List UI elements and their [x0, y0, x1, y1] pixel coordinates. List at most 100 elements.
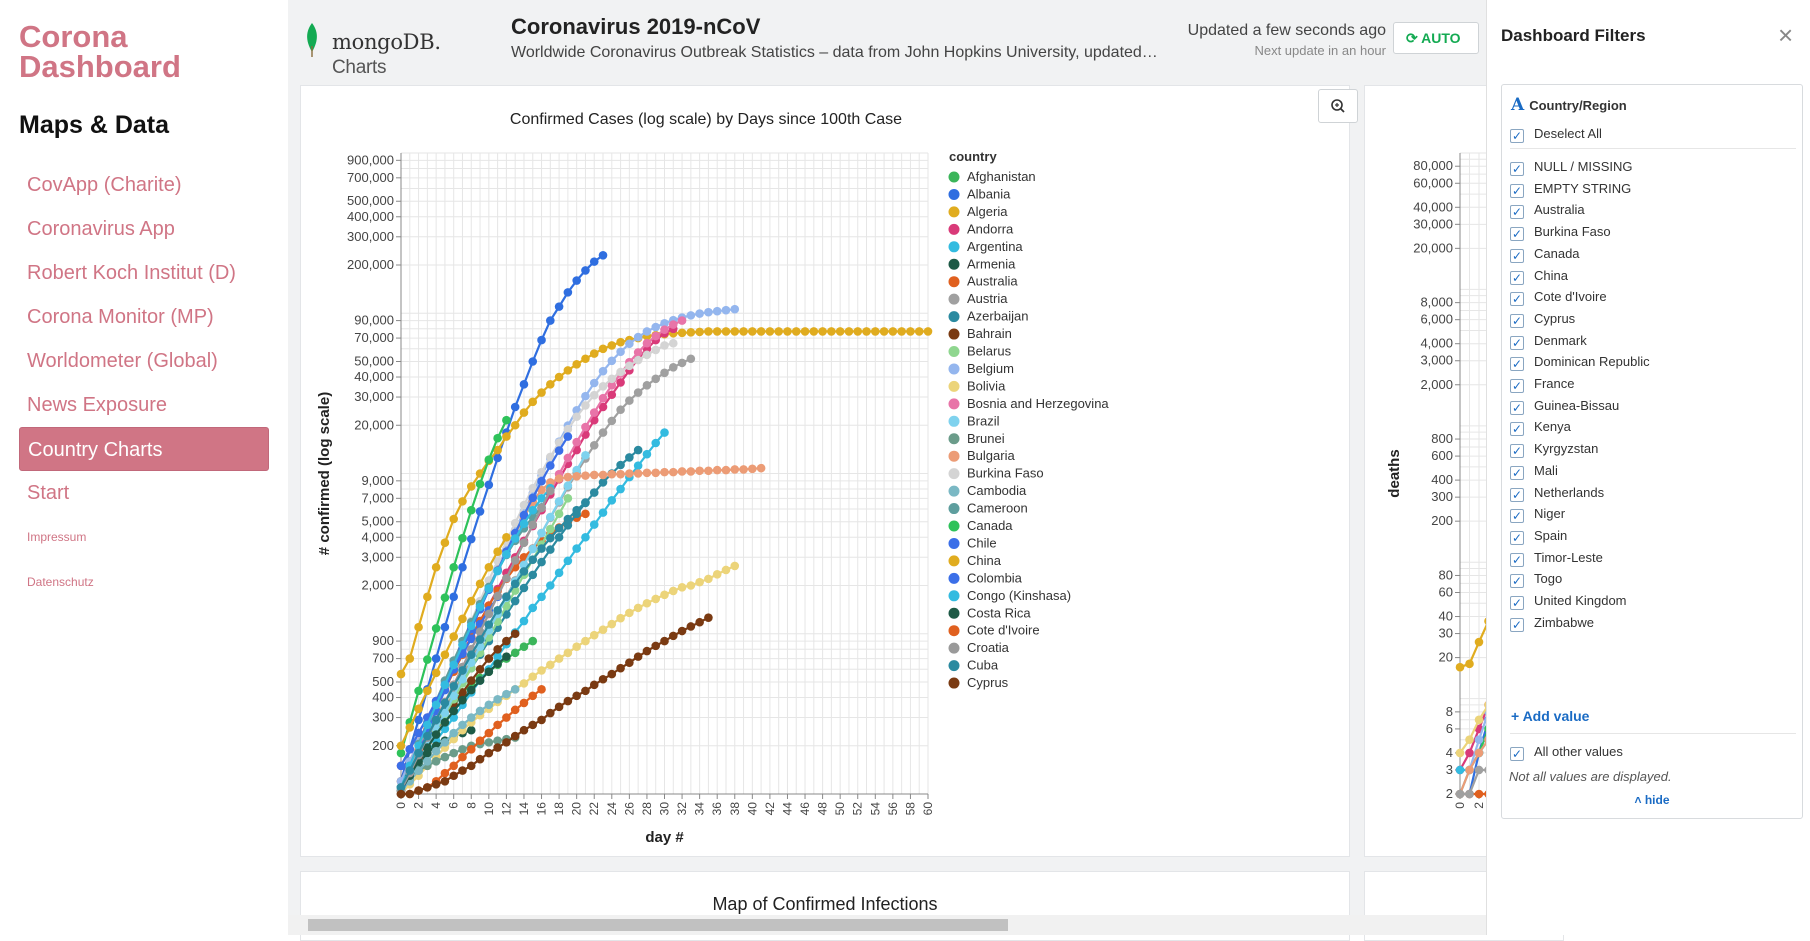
filter-value-checkbox[interactable]: ✓ EMPTY STRING: [1510, 178, 1631, 200]
data-point: [510, 556, 520, 565]
legend-item-albania: Albania: [967, 186, 1011, 201]
filter-value-checkbox[interactable]: ✓ Timor-Leste: [1510, 547, 1603, 569]
x-tick-label: 56: [886, 802, 900, 816]
data-point: [493, 556, 502, 566]
filter-value-checkbox[interactable]: ✓ China: [1510, 265, 1568, 287]
divider: [1510, 733, 1796, 734]
filter-value-checkbox[interactable]: ✓ Zimbabwe: [1510, 612, 1594, 634]
data-point: [475, 507, 485, 516]
data-point: [414, 728, 423, 738]
data-point: [502, 652, 511, 661]
checkbox-icon: ✓: [1510, 357, 1524, 372]
nav-item-impressum[interactable]: Impressum: [27, 530, 87, 544]
deselect-all-checkbox[interactable]: ✓ Deselect All: [1510, 123, 1602, 145]
data-point: [563, 696, 573, 706]
filter-value-checkbox[interactable]: ✓ France: [1510, 373, 1574, 395]
data-point: [581, 391, 590, 401]
add-value-button[interactable]: + Add value: [1511, 708, 1589, 724]
data-point: [519, 519, 529, 529]
checkbox-icon: ✓: [1510, 444, 1524, 459]
nav-item-coronavirus-app[interactable]: Coronavirus App: [27, 218, 175, 240]
data-point: [458, 614, 467, 624]
data-point: [396, 789, 406, 799]
data-point: [537, 544, 546, 553]
data-point: [502, 432, 511, 441]
y-tick-label: 8: [1446, 704, 1453, 719]
data-point: [440, 650, 450, 660]
data-point: [616, 405, 625, 415]
data-point: [449, 514, 458, 524]
filter-value-checkbox[interactable]: ✓ Netherlands: [1510, 482, 1604, 504]
data-point: [537, 335, 546, 345]
filter-value-label: Cote d'Ivoire: [1534, 289, 1607, 305]
filter-value-checkbox[interactable]: ✓ Australia: [1510, 199, 1585, 221]
data-point: [572, 472, 581, 481]
data-point: [677, 467, 687, 476]
filter-value-checkbox[interactable]: ✓ Kyrgyzstan: [1510, 438, 1598, 460]
checkbox-icon: ✓: [1510, 379, 1524, 393]
filter-value-checkbox[interactable]: ✓ Togo: [1510, 568, 1562, 590]
data-point: [686, 354, 696, 364]
data-point: [677, 626, 687, 636]
data-point: [440, 777, 450, 786]
legend-swatch: [948, 642, 960, 654]
auto-refresh-button[interactable]: ⟳ AUTO: [1393, 22, 1479, 54]
data-point: [528, 483, 538, 493]
nav-item-datenschutz[interactable]: Datenschutz: [27, 575, 94, 589]
data-point: [835, 327, 845, 336]
data-point: [633, 348, 643, 357]
horizontal-scrollbar[interactable]: [288, 915, 1759, 935]
data-point: [554, 446, 564, 455]
filter-value-checkbox[interactable]: ✓ Dominican Republic: [1510, 351, 1650, 373]
updated-text: Updated a few seconds ago: [1187, 22, 1386, 39]
nav-item-start[interactable]: Start: [27, 482, 70, 504]
filter-value-checkbox[interactable]: ✓ Burkina Faso: [1510, 221, 1611, 243]
brand-title[interactable]: Corona Dashboard: [19, 19, 181, 84]
all-other-values-checkbox[interactable]: ✓ All other values: [1510, 741, 1623, 763]
filter-value-checkbox[interactable]: ✓ Denmark: [1510, 330, 1587, 352]
nav-item-covapp-charite[interactable]: CovApp (Charite): [27, 174, 182, 196]
legend-swatch: [948, 572, 960, 584]
checkbox-icon: ✓: [1510, 574, 1524, 589]
nav-item-worldometer-global[interactable]: Worldometer (Global): [27, 350, 218, 372]
filter-value-checkbox[interactable]: ✓ Canada: [1510, 243, 1580, 265]
zoom-button[interactable]: [1318, 89, 1358, 123]
filter-value-checkbox[interactable]: ✓ United Kingdom: [1510, 590, 1627, 612]
filter-value-checkbox[interactable]: ✓ Niger: [1510, 503, 1565, 525]
filter-value-checkbox[interactable]: ✓ NULL / MISSING: [1510, 156, 1632, 178]
filter-value-label: Burkina Faso: [1534, 224, 1611, 240]
checkbox-icon: ✓: [1510, 270, 1524, 285]
filter-value-label: Canada: [1534, 245, 1580, 261]
filter-value-checkbox[interactable]: ✓ Cote d'Ivoire: [1510, 286, 1607, 308]
data-point: [466, 745, 476, 754]
data-point: [686, 467, 696, 476]
x-tick-label: 22: [587, 802, 601, 816]
x-tick-label: 48: [816, 802, 830, 816]
legend-item-chile: Chile: [967, 535, 997, 550]
data-point: [1474, 765, 1484, 775]
hide-link[interactable]: ˄ hide: [1502, 793, 1802, 807]
filter-value-checkbox[interactable]: ✓ Cyprus: [1510, 308, 1575, 330]
data-point: [466, 505, 476, 515]
filter-value-checkbox[interactable]: ✓ Kenya: [1510, 416, 1571, 438]
data-point: [581, 532, 590, 542]
data-point: [458, 752, 467, 762]
filter-value-label: Guinea-Bissau: [1534, 397, 1620, 413]
data-point: [607, 669, 617, 679]
data-point: [563, 453, 573, 463]
nav-item-corona-monitor-mp[interactable]: Corona Monitor (MP): [27, 306, 214, 328]
legend-swatch: [948, 468, 960, 480]
data-point: [493, 736, 502, 746]
filter-value-checkbox[interactable]: ✓ Mali: [1510, 460, 1558, 482]
horizontal-scroll-thumb[interactable]: [308, 919, 1008, 931]
filter-value-checkbox[interactable]: ✓ Spain: [1510, 525, 1567, 547]
leaf-icon: [307, 23, 317, 57]
nav-item-news-exposure[interactable]: News Exposure: [27, 394, 168, 416]
nav-item-robert-koch-institut-d[interactable]: Robert Koch Institut (D): [27, 262, 236, 284]
data-point: [519, 500, 529, 510]
legend-swatch: [948, 625, 960, 637]
nav-item-country-charts[interactable]: Country Charts: [19, 427, 269, 471]
data-point: [906, 327, 915, 336]
close-icon[interactable]: ×: [1778, 20, 1794, 50]
filter-value-checkbox[interactable]: ✓ Guinea-Bissau: [1510, 395, 1619, 417]
